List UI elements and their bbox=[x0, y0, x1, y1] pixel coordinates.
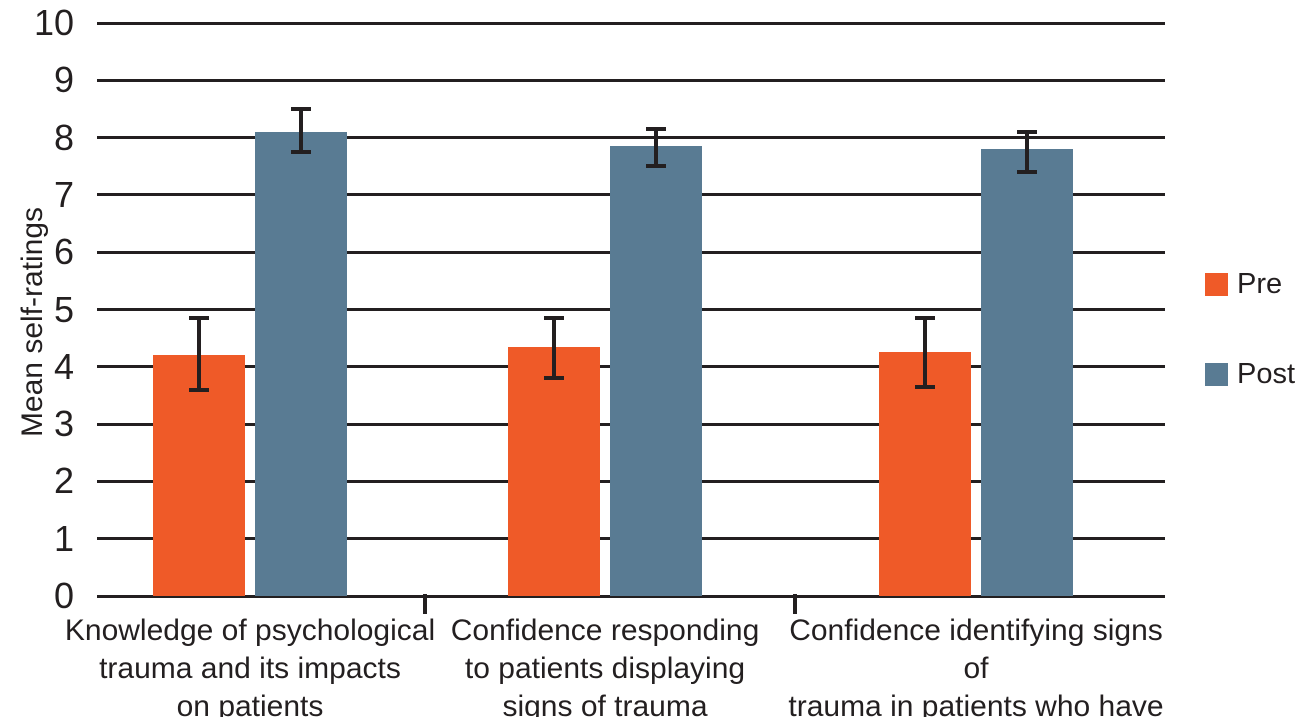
gridline-y-0 bbox=[97, 594, 1165, 598]
y-tick-label-2: 2 bbox=[53, 460, 74, 502]
legend-label-pre: Pre bbox=[1237, 268, 1283, 300]
gridline-y-10 bbox=[97, 21, 1165, 25]
x-category-label-3: Confidence identifying signs of trauma i… bbox=[788, 614, 1164, 717]
y-tick-label-1: 1 bbox=[53, 517, 74, 559]
y-tick-label-6: 6 bbox=[53, 231, 74, 273]
y-tick-label-9: 9 bbox=[53, 59, 74, 101]
error-bar-cap-top-pre-1 bbox=[189, 316, 209, 321]
plot-area bbox=[97, 21, 1165, 598]
error-bar-line-pre-1 bbox=[197, 318, 201, 390]
error-bar-line-post-1 bbox=[299, 108, 303, 152]
error-bar-cap-bottom-post-3 bbox=[1017, 169, 1037, 174]
y-tick-label-0: 0 bbox=[53, 575, 74, 616]
category-separator-tick bbox=[423, 594, 427, 614]
bar-pre-1 bbox=[153, 355, 245, 596]
legend-swatch-post bbox=[1205, 363, 1228, 386]
bar-pre-3 bbox=[879, 352, 971, 596]
error-bar-cap-top-pre-3 bbox=[915, 316, 935, 321]
y-tick-label-4: 4 bbox=[53, 345, 74, 387]
legend-item-pre: Pre bbox=[1205, 268, 1295, 301]
y-tick-label-10: 10 bbox=[33, 2, 74, 43]
legend-swatch-pre bbox=[1205, 273, 1228, 296]
legend: Pre Post bbox=[1205, 268, 1295, 391]
gridline-y-8 bbox=[97, 136, 1165, 140]
gridline-y-9 bbox=[97, 78, 1165, 82]
error-bar-cap-bottom-pre-2 bbox=[544, 376, 564, 381]
bar-pre-2 bbox=[508, 346, 600, 596]
error-bar-line-pre-2 bbox=[552, 318, 556, 379]
error-bar-cap-bottom-pre-1 bbox=[189, 387, 209, 392]
error-bar-cap-top-post-1 bbox=[291, 106, 311, 111]
error-bar-line-pre-3 bbox=[923, 318, 927, 387]
bar-post-3 bbox=[981, 149, 1073, 596]
error-bar-line-post-2 bbox=[654, 129, 658, 167]
y-tick-label-8: 8 bbox=[53, 116, 74, 158]
y-tick-label-5: 5 bbox=[53, 288, 74, 330]
bar-post-2 bbox=[610, 146, 702, 596]
legend-label-post: Post bbox=[1237, 358, 1295, 390]
y-tick-label-3: 3 bbox=[53, 403, 74, 445]
error-bar-cap-bottom-post-2 bbox=[646, 164, 666, 169]
y-tick-label-7: 7 bbox=[53, 173, 74, 215]
error-bar-line-post-3 bbox=[1025, 131, 1029, 172]
error-bar-cap-bottom-pre-3 bbox=[915, 384, 935, 389]
error-bar-cap-top-pre-2 bbox=[544, 316, 564, 321]
error-bar-cap-top-post-2 bbox=[646, 127, 666, 131]
error-bar-cap-bottom-post-1 bbox=[291, 149, 311, 154]
bar-post-1 bbox=[255, 131, 347, 596]
x-category-label-1: Knowledge of psychological trauma and it… bbox=[64, 614, 436, 717]
error-bar-cap-top-post-3 bbox=[1017, 129, 1037, 134]
x-category-label-2: Confidence responding to patients displa… bbox=[450, 614, 760, 717]
category-separator-tick bbox=[793, 594, 797, 614]
legend-item-post: Post bbox=[1205, 358, 1295, 391]
